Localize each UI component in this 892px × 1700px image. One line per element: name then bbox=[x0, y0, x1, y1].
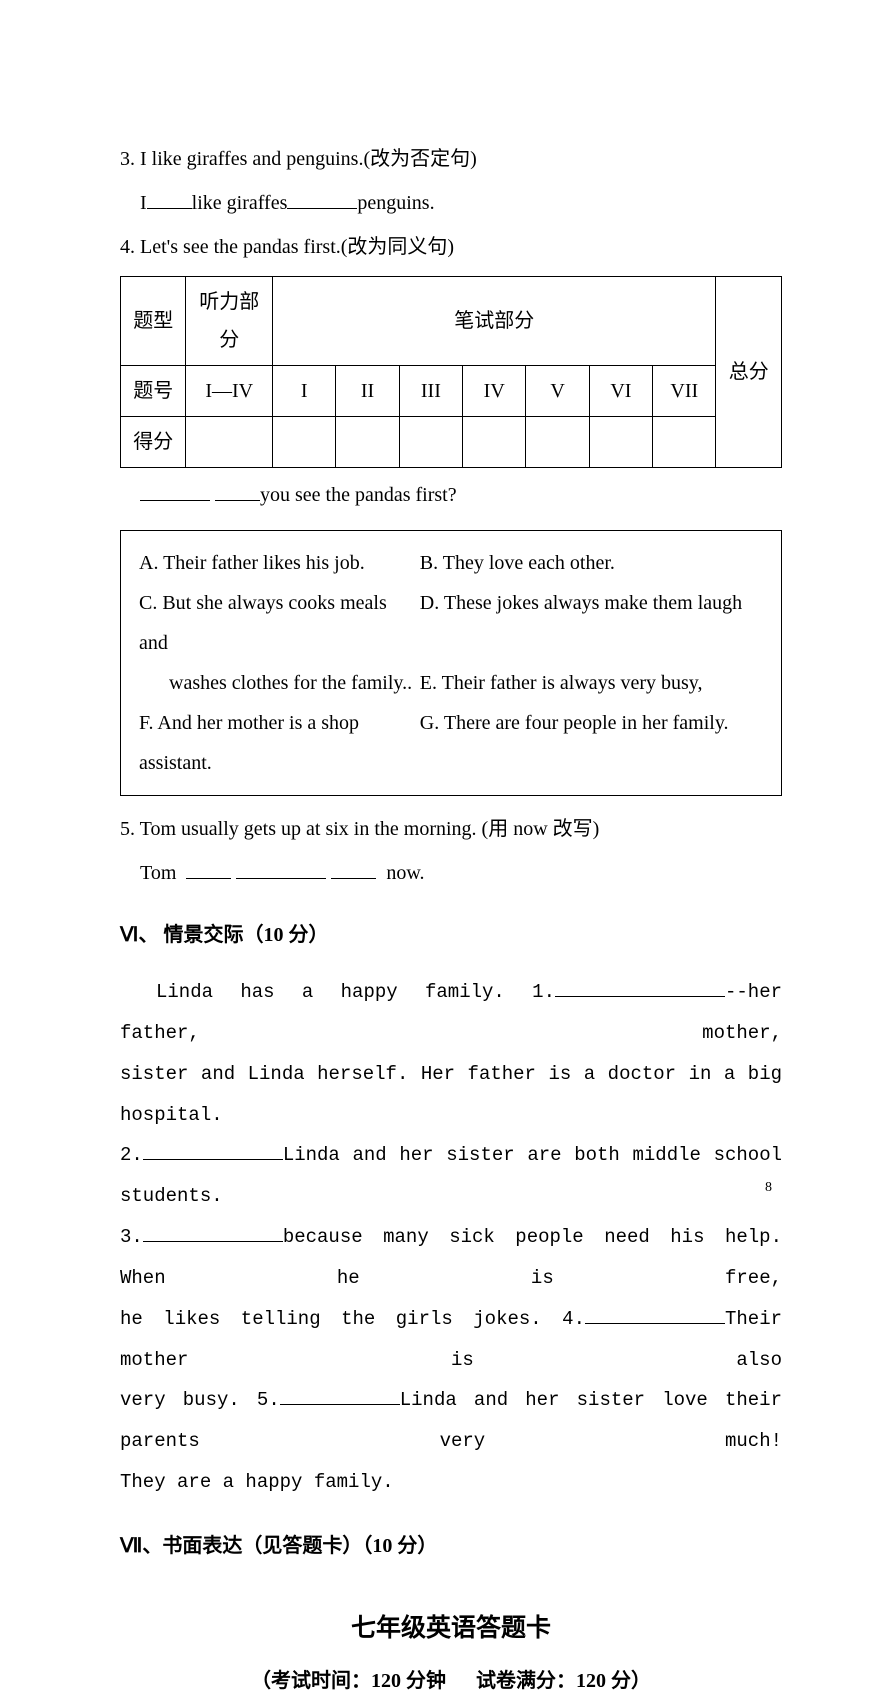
q3-blank-1[interactable] bbox=[147, 187, 192, 209]
cell-score-II[interactable] bbox=[336, 417, 399, 468]
opt-E: E. Their father is always very busy, bbox=[420, 663, 763, 703]
score-table: 题型 听力部分 笔试部分 总分 题号 I—IV I II III IV V VI… bbox=[120, 276, 782, 468]
page-number: 8 bbox=[765, 1175, 772, 1202]
q3-prefix: I bbox=[140, 192, 147, 214]
q5-answer: Tom now. bbox=[120, 854, 782, 892]
q3-answer: Ilike giraffes penguins. bbox=[120, 184, 782, 222]
options-box: A. Their father likes his job. B. They l… bbox=[120, 530, 782, 796]
q5-blank-3[interactable] bbox=[331, 857, 376, 879]
answer-sheet-title: 七年级英语答题卡 bbox=[120, 1605, 782, 1653]
exam-score: 试卷满分：120 分） bbox=[476, 1670, 651, 1692]
cell-score-VII[interactable] bbox=[653, 417, 716, 468]
cell-score-III[interactable] bbox=[399, 417, 462, 468]
opt-D: D. These jokes always make them laugh bbox=[420, 583, 763, 663]
q5-blank-2[interactable] bbox=[236, 857, 326, 879]
p-blank-1[interactable] bbox=[555, 976, 725, 997]
cell-III: III bbox=[399, 366, 462, 417]
cell-written: 笔试部分 bbox=[273, 277, 716, 366]
q3-mid: like giraffes bbox=[192, 192, 288, 214]
score-row-score: 得分 bbox=[121, 417, 782, 468]
opt-G: G. There are four people in her family. bbox=[420, 703, 763, 783]
q5-blank-1[interactable] bbox=[186, 857, 231, 879]
score-row-number: 题号 I—IV I II III IV V VI VII bbox=[121, 366, 782, 417]
p-l4a: 3. bbox=[120, 1226, 143, 1248]
exam-time: （考试时间：120 分钟 bbox=[251, 1670, 446, 1692]
cell-num-label: 题号 bbox=[121, 366, 186, 417]
cell-score-V[interactable] bbox=[526, 417, 589, 468]
passage: Linda has a happy family. 1.--her father… bbox=[120, 972, 782, 1503]
opt-C2: washes clothes for the family.. bbox=[139, 663, 420, 703]
cell-VI: VI bbox=[589, 366, 652, 417]
q3-suffix: penguins. bbox=[357, 192, 434, 214]
cell-score-label: 得分 bbox=[121, 417, 186, 468]
p-l7: They are a happy family. bbox=[120, 1471, 394, 1493]
cell-score-I[interactable] bbox=[273, 417, 336, 468]
q3-prompt: 3. I like giraffes and penguins.(改为否定句) bbox=[120, 140, 782, 178]
p-blank-3[interactable] bbox=[143, 1221, 283, 1242]
opt-A: A. Their father likes his job. bbox=[139, 543, 420, 583]
q4-prompt: 4. Let's see the pandas first.(改为同义句) bbox=[120, 228, 782, 266]
q4-answer: you see the pandas first? bbox=[120, 476, 782, 514]
cell-score-IV[interactable] bbox=[463, 417, 526, 468]
p-l5a: he likes telling the girls jokes. 4. bbox=[120, 1308, 585, 1330]
cell-V: V bbox=[526, 366, 589, 417]
cell-II: II bbox=[336, 366, 399, 417]
opt-C: C. But she always cooks meals and bbox=[139, 583, 420, 663]
answer-sheet-subtitle: （考试时间：120 分钟 试卷满分：120 分） bbox=[120, 1662, 782, 1700]
q4-blank-2[interactable] bbox=[215, 479, 260, 501]
q5-prefix: Tom bbox=[140, 862, 176, 884]
opt-B: B. They love each other. bbox=[420, 543, 763, 583]
p-l2: sister and Linda herself. Her father is … bbox=[120, 1063, 782, 1126]
cell-listening: 听力部分 bbox=[186, 277, 273, 366]
section-6-heading: Ⅵ、 情景交际（10 分） bbox=[120, 916, 782, 954]
section-7-heading: Ⅶ、书面表达（见答题卡）（10 分） bbox=[120, 1527, 782, 1565]
cell-VII: VII bbox=[653, 366, 716, 417]
p-l1a: Linda has a happy family. 1. bbox=[156, 981, 555, 1003]
p-blank-2[interactable] bbox=[143, 1139, 283, 1160]
cell-score-VI[interactable] bbox=[589, 417, 652, 468]
p-blank-4[interactable] bbox=[585, 1303, 725, 1324]
q5-suffix: now. bbox=[386, 862, 424, 884]
opt-F: F. And her mother is a shop assistant. bbox=[139, 703, 420, 783]
p-l3a: 2. bbox=[120, 1144, 143, 1166]
q3-blank-2[interactable] bbox=[287, 187, 357, 209]
score-row-type: 题型 听力部分 笔试部分 总分 bbox=[121, 277, 782, 366]
cell-IV: IV bbox=[463, 366, 526, 417]
p-l6a: very busy. 5. bbox=[120, 1389, 280, 1411]
cell-type-label: 题型 bbox=[121, 277, 186, 366]
p-blank-5[interactable] bbox=[280, 1385, 400, 1406]
q5-prompt: 5. Tom usually gets up at six in the mor… bbox=[120, 810, 782, 848]
cell-total: 总分 bbox=[716, 277, 782, 468]
cell-I: I bbox=[273, 366, 336, 417]
q4-blank-1[interactable] bbox=[140, 479, 210, 501]
q4-suffix: you see the pandas first? bbox=[260, 484, 457, 506]
cell-listening-range: I—IV bbox=[186, 366, 273, 417]
cell-score-listening[interactable] bbox=[186, 417, 273, 468]
